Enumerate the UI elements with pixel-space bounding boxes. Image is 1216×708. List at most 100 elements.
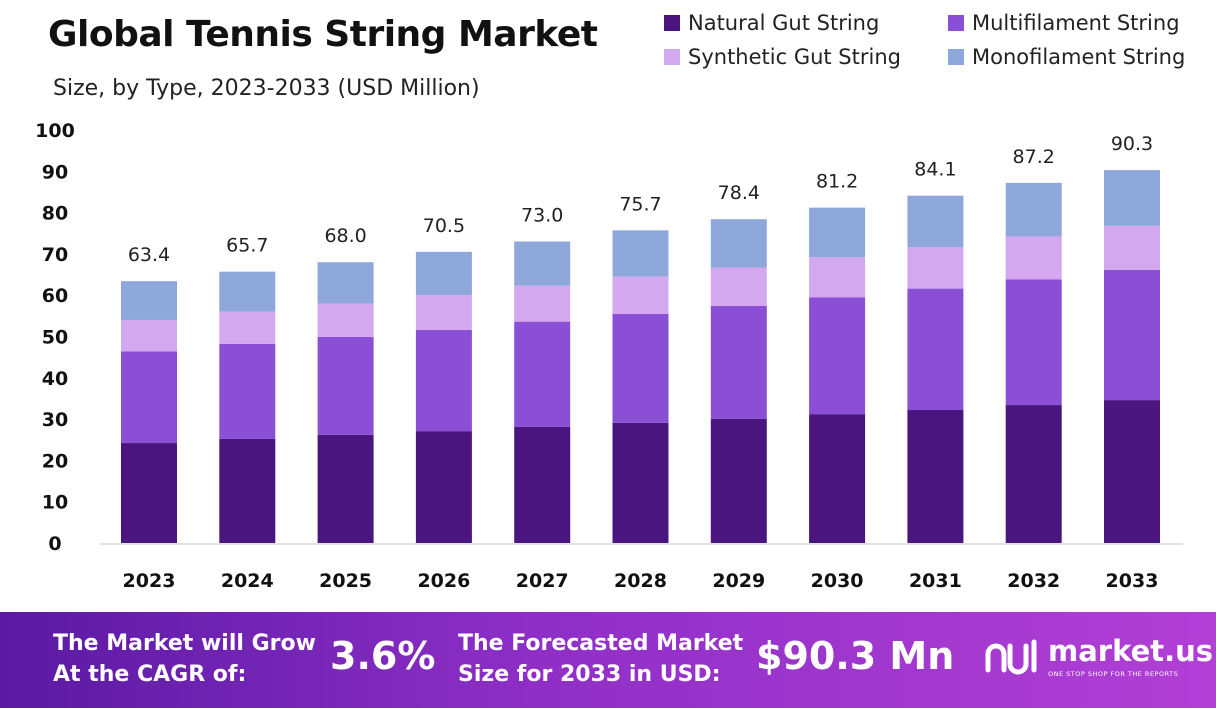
x-tick-label: 2025 [319, 570, 372, 592]
bar-segment-3 [907, 195, 964, 248]
legend-label: Synthetic Gut String [688, 45, 901, 69]
x-tick-label: 2032 [1007, 570, 1060, 592]
y-tick-label: 70 [42, 244, 68, 266]
bar-segment-1 [514, 321, 571, 427]
legend-label: Multifilament String [972, 11, 1180, 35]
legend-item-monofilament: Monofilament String [948, 42, 1185, 72]
legend-swatch [948, 15, 964, 31]
bar-segment-0 [415, 431, 472, 543]
bar-segment-2 [415, 295, 472, 330]
bar-segment-2 [809, 257, 866, 298]
bar-segment-3 [710, 219, 767, 268]
legend-swatch [948, 49, 964, 65]
bar-segment-1 [710, 305, 767, 419]
bar-segment-3 [809, 207, 866, 258]
bar-segment-3 [612, 230, 669, 277]
brand-tagline: ONE STOP SHOP FOR THE REPORTS [1048, 670, 1179, 678]
bar-segment-2 [1104, 225, 1160, 271]
bar-segment-2 [612, 276, 669, 314]
bar-segment-1 [907, 288, 964, 411]
legend-item-synthetic-gut: Synthetic Gut String [664, 42, 901, 72]
y-tick-label: 60 [42, 285, 68, 307]
cagr-value: 3.6% [330, 634, 436, 678]
bar-segment-3 [121, 281, 177, 320]
footer-banner: The Market will Grow At the CAGR of: 3.6… [0, 612, 1216, 708]
cagr-label-line1: The Market will Grow [53, 631, 316, 656]
x-tick-label: 2033 [1106, 570, 1159, 592]
bar-total-label: 68.0 [324, 225, 366, 247]
bar-segment-1 [1104, 270, 1160, 401]
bar-segment-0 [514, 426, 571, 543]
bar-segment-2 [907, 247, 964, 289]
bar-segment-2 [514, 285, 571, 322]
legend-swatch [664, 49, 680, 65]
x-tick-label: 2024 [221, 570, 274, 592]
bar-total-label: 70.5 [423, 215, 465, 237]
y-tick-label: 40 [42, 368, 68, 390]
bar-segment-2 [219, 311, 276, 344]
legend: Natural Gut String Multifilament String … [664, 8, 1214, 78]
bar-segment-1 [612, 313, 669, 423]
bar-segment-0 [121, 443, 177, 543]
legend-swatch [664, 15, 680, 31]
forecast-value: $90.3 Mn [756, 634, 955, 678]
x-tick-label: 2023 [123, 570, 176, 592]
bar-segment-3 [317, 262, 374, 304]
bar-segment-1 [317, 336, 374, 435]
bar-segment-2 [121, 319, 177, 352]
bar-total-label: 75.7 [619, 193, 661, 215]
x-tick-label: 2027 [516, 570, 569, 592]
bar-total-label: 90.3 [1111, 133, 1153, 155]
forecast-label-line2: Size for 2033 in USD: [458, 662, 721, 687]
bar-segment-3 [415, 251, 472, 296]
bar-segment-3 [1005, 182, 1062, 237]
bar-total-label: 65.7 [226, 235, 268, 257]
bar-segment-3 [514, 241, 571, 286]
bar-total-label: 84.1 [914, 159, 956, 181]
bar-segment-0 [710, 418, 767, 543]
y-tick-label: 30 [42, 409, 68, 431]
x-tick-label: 2029 [712, 570, 765, 592]
bar-total-label: 87.2 [1013, 146, 1055, 168]
y-tick-label: 20 [42, 450, 68, 472]
cagr-label: The Market will Grow At the CAGR of: [53, 628, 316, 690]
bar-segment-2 [710, 267, 767, 306]
bar-total-label: 81.2 [816, 171, 858, 193]
bar-segment-3 [219, 271, 276, 312]
brand-name: market.us [1048, 634, 1214, 668]
legend-label: Monofilament String [972, 45, 1186, 69]
brand-logo: market.us ONE STOP SHOP FOR THE REPORTS [984, 634, 1214, 690]
bar-segment-3 [1104, 170, 1160, 226]
forecast-label: The Forecasted Market Size for 2033 in U… [458, 628, 743, 690]
bar-segment-0 [1104, 400, 1160, 543]
bar-segment-0 [809, 414, 866, 543]
cagr-label-line2: At the CAGR of: [53, 662, 247, 687]
x-tick-label: 2028 [614, 570, 667, 592]
brand-mark-icon [985, 639, 1037, 675]
bar-segment-1 [1005, 279, 1062, 406]
y-tick-label: 50 [42, 327, 68, 349]
chart-subtitle: Size, by Type, 2023-2033 (USD Million) [53, 76, 480, 101]
bar-segment-0 [317, 434, 374, 543]
bar-segment-0 [1005, 405, 1062, 543]
bar-segment-1 [121, 351, 177, 444]
y-tick-label: 100 [35, 120, 75, 142]
bar-segment-1 [809, 297, 866, 415]
y-tick-label: 10 [42, 492, 68, 514]
x-tick-label: 2026 [417, 570, 470, 592]
forecast-label-line1: The Forecasted Market [458, 631, 744, 656]
legend-item-multifilament: Multifilament String [948, 8, 1180, 38]
bar-segment-1 [219, 343, 276, 439]
legend-label: Natural Gut String [688, 11, 880, 35]
x-tick-label: 2031 [909, 570, 962, 592]
bar-segment-0 [612, 422, 669, 543]
chart-plot: 010203040506070809010063.4202365.7202468… [35, 120, 1183, 592]
x-tick-label: 2030 [811, 570, 864, 592]
legend-item-natural-gut: Natural Gut String [664, 8, 879, 38]
chart-title: Global Tennis String Market [48, 14, 598, 55]
bar-total-label: 63.4 [128, 244, 170, 266]
y-tick-label: 0 [48, 533, 61, 555]
y-tick-label: 80 [42, 203, 68, 225]
bar-segment-0 [219, 438, 276, 543]
bar-total-label: 73.0 [521, 205, 563, 227]
